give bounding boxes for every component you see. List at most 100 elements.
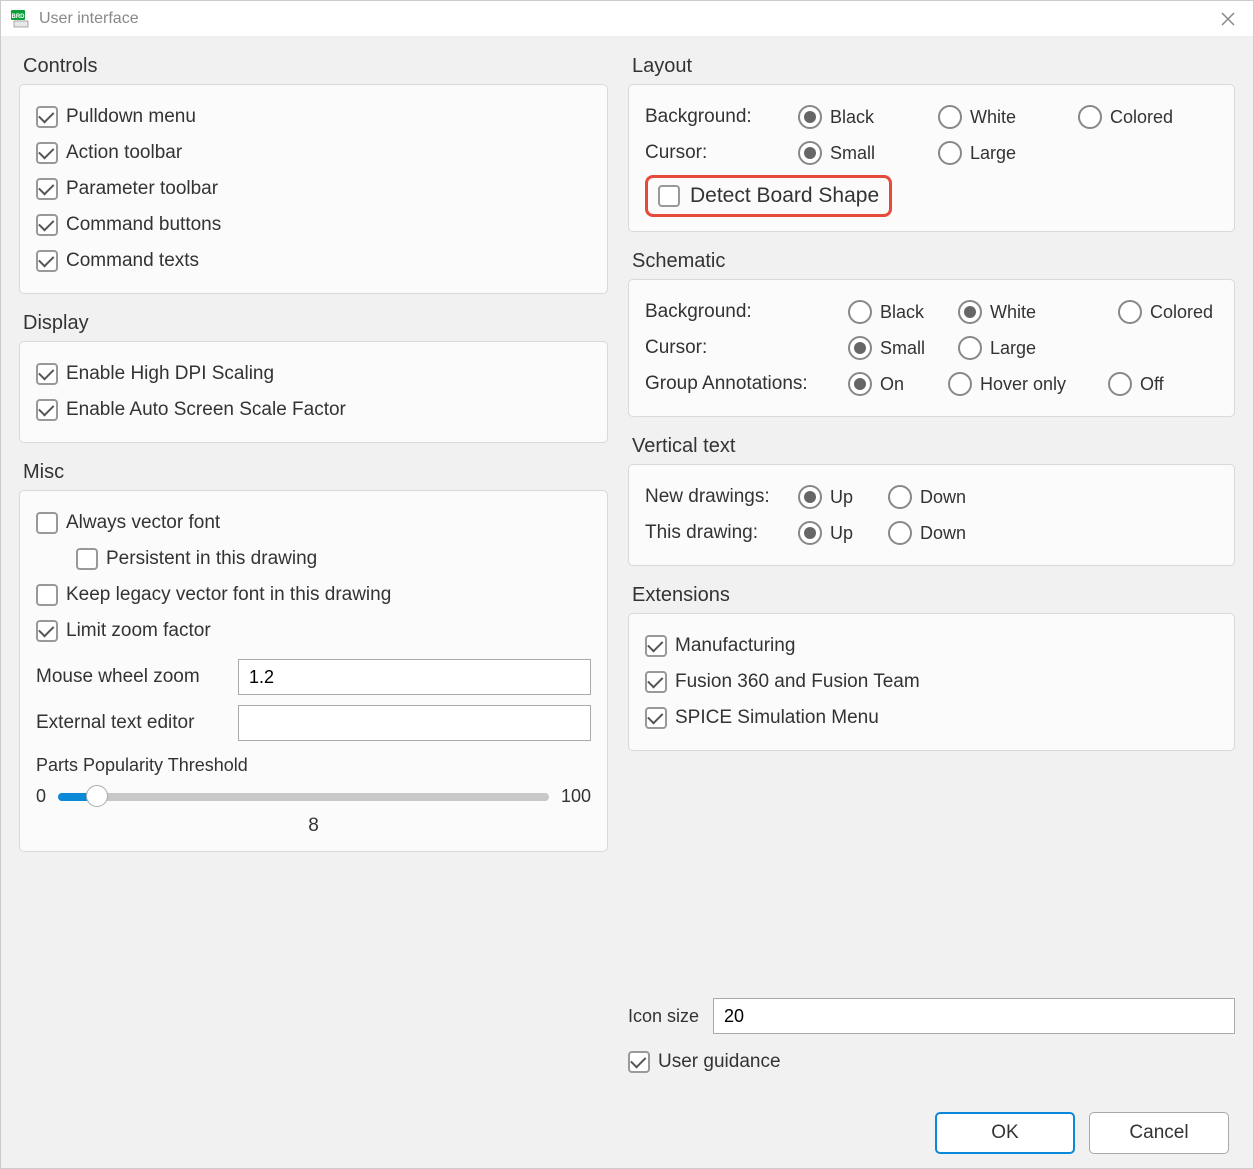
- dialog-footer: OK Cancel: [1, 1098, 1253, 1168]
- command-texts-label: Command texts: [66, 250, 199, 272]
- detect-board-label: Detect Board Shape: [690, 184, 879, 208]
- ext-fusion-checkbox[interactable]: [645, 671, 667, 693]
- persistent-checkbox[interactable]: [76, 548, 98, 570]
- sch-bg-label: Background:: [645, 301, 840, 323]
- mouse-wheel-input[interactable]: [238, 659, 591, 695]
- action-toolbar-checkbox[interactable]: [36, 142, 58, 164]
- keep-legacy-label: Keep legacy vector font in this drawing: [66, 584, 391, 606]
- action-toolbar-label: Action toolbar: [66, 142, 182, 164]
- layout-cursor-small-label: Small: [830, 143, 875, 164]
- keep-legacy-checkbox[interactable]: [36, 584, 58, 606]
- schematic-section: Schematic Background: Black White Colore…: [628, 250, 1235, 417]
- popularity-max: 100: [561, 786, 591, 807]
- popularity-slider-thumb[interactable]: [86, 785, 108, 807]
- layout-bg-white-radio[interactable]: [938, 105, 962, 129]
- vertical-text-box: New drawings: Up Down This drawing: Up D…: [628, 464, 1235, 566]
- user-guidance-checkbox[interactable]: [628, 1051, 650, 1073]
- sch-bg-colored-radio[interactable]: [1118, 300, 1142, 324]
- vt-new-up-label: Up: [830, 487, 853, 508]
- layout-cursor-small-radio[interactable]: [798, 141, 822, 165]
- vt-new-down-label: Down: [920, 487, 966, 508]
- extensions-title: Extensions: [628, 584, 1235, 607]
- misc-box: Always vector font Persistent in this dr…: [19, 490, 608, 852]
- svg-text:BRD: BRD: [12, 14, 26, 20]
- layout-bg-colored-radio[interactable]: [1078, 105, 1102, 129]
- vt-this-label: This drawing:: [645, 522, 790, 544]
- layout-cursor-large-label: Large: [970, 143, 1016, 164]
- vt-this-down-radio[interactable]: [888, 521, 912, 545]
- right-column: Layout Background: Black White Colored C…: [628, 55, 1235, 1080]
- vt-this-down-label: Down: [920, 523, 966, 544]
- popularity-min: 0: [36, 786, 46, 807]
- vt-this-up-radio[interactable]: [798, 521, 822, 545]
- detect-board-highlight: Detect Board Shape: [645, 175, 892, 217]
- sch-bg-white-radio[interactable]: [958, 300, 982, 324]
- popularity-value: 8: [36, 815, 591, 837]
- layout-bg-colored-label: Colored: [1110, 107, 1173, 128]
- high-dpi-checkbox[interactable]: [36, 363, 58, 385]
- sch-bg-black-radio[interactable]: [848, 300, 872, 324]
- left-column: Controls Pulldown menu Action toolbar Pa…: [19, 55, 608, 1080]
- extensions-section: Extensions Manufacturing Fusion 360 and …: [628, 584, 1235, 751]
- parameter-toolbar-checkbox[interactable]: [36, 178, 58, 200]
- dialog-body: Controls Pulldown menu Action toolbar Pa…: [1, 37, 1253, 1098]
- layout-section: Layout Background: Black White Colored C…: [628, 55, 1235, 232]
- layout-cursor-large-radio[interactable]: [938, 141, 962, 165]
- controls-section: Controls Pulldown menu Action toolbar Pa…: [19, 55, 608, 294]
- sch-ann-off-radio[interactable]: [1108, 372, 1132, 396]
- vertical-text-title: Vertical text: [628, 435, 1235, 458]
- popularity-slider[interactable]: [58, 793, 549, 801]
- layout-bg-white-label: White: [970, 107, 1016, 128]
- auto-scale-checkbox[interactable]: [36, 399, 58, 421]
- titlebar: BRD User interface: [1, 1, 1253, 37]
- sch-bg-colored-label: Colored: [1150, 302, 1213, 323]
- icon-size-input[interactable]: [713, 998, 1235, 1034]
- vt-new-label: New drawings:: [645, 486, 790, 508]
- schematic-box: Background: Black White Colored Cursor: …: [628, 279, 1235, 417]
- icon-size-label: Icon size: [628, 1006, 699, 1027]
- ok-button[interactable]: OK: [935, 1112, 1075, 1154]
- sch-ann-off-label: Off: [1140, 374, 1164, 395]
- vt-new-up-radio[interactable]: [798, 485, 822, 509]
- detect-board-checkbox[interactable]: [658, 185, 680, 207]
- ext-manufacturing-label: Manufacturing: [675, 635, 795, 657]
- mouse-wheel-label: Mouse wheel zoom: [36, 666, 226, 688]
- ext-fusion-label: Fusion 360 and Fusion Team: [675, 671, 920, 693]
- limit-zoom-label: Limit zoom factor: [66, 620, 211, 642]
- layout-bg-label: Background:: [645, 106, 790, 128]
- command-texts-checkbox[interactable]: [36, 250, 58, 272]
- app-brd-icon: BRD: [11, 10, 31, 28]
- ext-spice-checkbox[interactable]: [645, 707, 667, 729]
- cancel-button[interactable]: Cancel: [1089, 1112, 1229, 1154]
- sch-cursor-small-radio[interactable]: [848, 336, 872, 360]
- ext-manufacturing-checkbox[interactable]: [645, 635, 667, 657]
- layout-bg-black-radio[interactable]: [798, 105, 822, 129]
- user-interface-dialog: BRD User interface Controls Pulldown men…: [0, 0, 1254, 1169]
- sch-cursor-large-radio[interactable]: [958, 336, 982, 360]
- always-vector-label: Always vector font: [66, 512, 220, 534]
- extensions-box: Manufacturing Fusion 360 and Fusion Team…: [628, 613, 1235, 751]
- vt-new-down-radio[interactable]: [888, 485, 912, 509]
- auto-scale-label: Enable Auto Screen Scale Factor: [66, 399, 346, 421]
- sch-bg-black-label: Black: [880, 302, 924, 323]
- sch-ann-on-radio[interactable]: [848, 372, 872, 396]
- pulldown-menu-checkbox[interactable]: [36, 106, 58, 128]
- ext-editor-input[interactable]: [238, 705, 591, 741]
- always-vector-checkbox[interactable]: [36, 512, 58, 534]
- sch-cursor-large-label: Large: [990, 338, 1036, 359]
- high-dpi-label: Enable High DPI Scaling: [66, 363, 274, 385]
- controls-title: Controls: [19, 55, 608, 78]
- vertical-text-section: Vertical text New drawings: Up Down This…: [628, 435, 1235, 566]
- command-buttons-checkbox[interactable]: [36, 214, 58, 236]
- limit-zoom-checkbox[interactable]: [36, 620, 58, 642]
- layout-bg-black-label: Black: [830, 107, 874, 128]
- vt-this-up-label: Up: [830, 523, 853, 544]
- parameter-toolbar-label: Parameter toolbar: [66, 178, 218, 200]
- sch-ann-hover-radio[interactable]: [948, 372, 972, 396]
- sch-cursor-small-label: Small: [880, 338, 925, 359]
- sch-cursor-label: Cursor:: [645, 337, 840, 359]
- layout-cursor-label: Cursor:: [645, 142, 790, 164]
- misc-section: Misc Always vector font Persistent in th…: [19, 461, 608, 852]
- misc-title: Misc: [19, 461, 608, 484]
- close-icon[interactable]: [1213, 4, 1243, 34]
